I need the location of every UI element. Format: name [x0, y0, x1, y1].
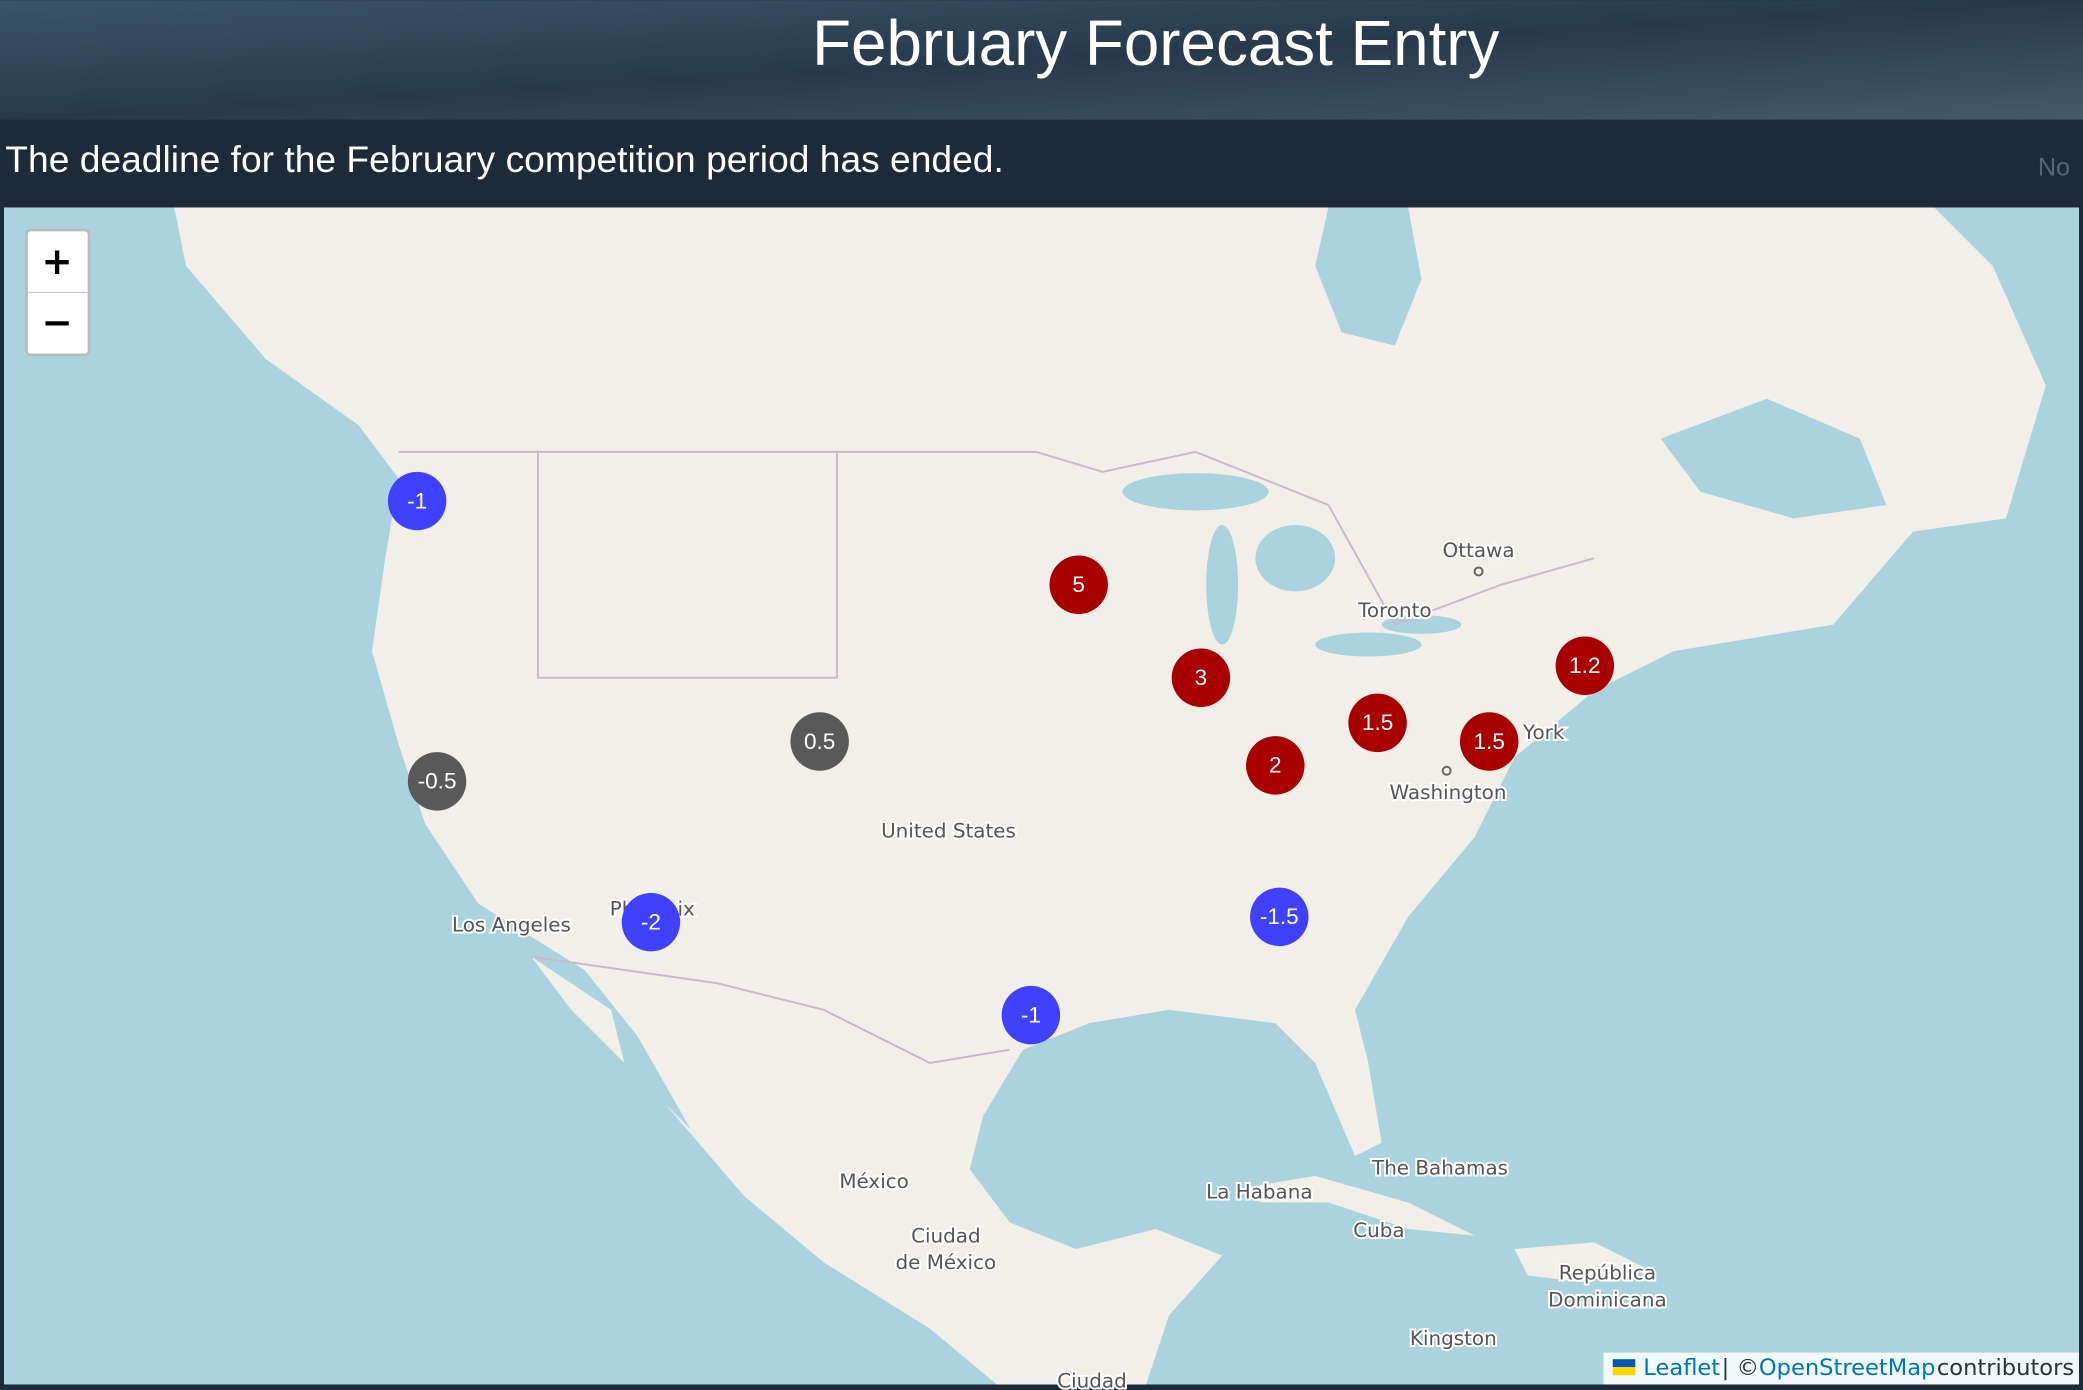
city-dot [1441, 765, 1452, 776]
borders [398, 450, 1595, 1065]
page-title: February Forecast Entry [812, 7, 1499, 79]
city-dot [1473, 566, 1484, 577]
place-label: Kingston [1410, 1327, 1497, 1350]
border [531, 955, 1010, 1065]
cuba [1235, 1175, 1475, 1236]
land [174, 207, 2046, 1385]
forecast-marker[interactable] [1001, 985, 1061, 1045]
place-label: The Bahamas [1371, 1157, 1508, 1180]
leaflet-link[interactable]: Leaflet [1643, 1355, 1720, 1381]
flag [1612, 1359, 1636, 1368]
forecast-marker[interactable] [621, 892, 681, 952]
marker-label: -0.5 [418, 769, 457, 794]
place-label: United States [881, 819, 1016, 842]
attribution-sep: | © [1722, 1355, 1759, 1381]
place-label: Washington [1390, 781, 1507, 804]
lake [1381, 615, 1462, 634]
header-bg [0, 0, 2083, 120]
place-label: de México [895, 1251, 996, 1274]
forecast-marker[interactable] [790, 712, 849, 771]
place-label: La Habana [1206, 1181, 1312, 1204]
marker-label: -1 [1021, 1002, 1041, 1027]
place-label: Ciudad [1057, 1369, 1127, 1390]
map[interactable]: Ottawa Toronto York Washington United States… [3, 199, 2080, 1390]
marker-label: -1.5 [1260, 904, 1299, 929]
forecast-marker[interactable] [1250, 887, 1309, 947]
place-label: México [839, 1170, 909, 1193]
place-label: Ciudad [911, 1225, 981, 1248]
attribution-suffix: contributors [1937, 1355, 2074, 1381]
forecast-marker[interactable] [407, 752, 467, 811]
forecast-marker[interactable] [1049, 555, 1108, 614]
notice-side: No [2038, 154, 2070, 182]
marker-label: 1.5 [1473, 729, 1504, 754]
lake [1315, 632, 1422, 657]
zoom-out[interactable]: − [42, 300, 73, 344]
lake [1206, 524, 1239, 645]
osm-link[interactable]: OpenStreetMap [1759, 1355, 1936, 1381]
border [537, 451, 838, 679]
notice-bar [0, 119, 2083, 208]
flag [1612, 1367, 1636, 1376]
marker-label: -2 [641, 909, 661, 934]
lake [1255, 524, 1336, 592]
attribution-bg [1603, 1352, 2080, 1385]
marker-label: 3 [1195, 665, 1208, 690]
marker-label: -1 [407, 488, 427, 513]
forecast-marker[interactable] [1555, 636, 1615, 695]
marker-label: 1.5 [1362, 710, 1393, 735]
place-label: Ottawa [1443, 539, 1515, 562]
place-label: Los Angeles [452, 914, 571, 937]
marker-label: 5 [1072, 572, 1085, 597]
forecast-marker[interactable] [1459, 712, 1519, 771]
hudson-bay [1315, 207, 1422, 346]
forecast-marker[interactable] [387, 471, 447, 531]
marker-label: 1.2 [1569, 653, 1600, 678]
place-label: Cuba [1353, 1219, 1404, 1242]
st-lawrence [1660, 398, 1887, 519]
forecast-marker[interactable] [1246, 736, 1305, 795]
notice-text: The deadline for the February competitio… [5, 138, 1004, 180]
place-label: ix [678, 898, 696, 921]
place-label: Toronto [1357, 599, 1431, 622]
place-label: República [1559, 1262, 1656, 1285]
hispaniola [1514, 1242, 1648, 1283]
place-label: Dominicana [1548, 1288, 1667, 1311]
zoom-in[interactable]: + [42, 239, 73, 283]
forecast-marker[interactable] [1348, 693, 1407, 753]
lake [1122, 473, 1269, 511]
marker-label: 0.5 [804, 729, 835, 754]
forecast-marker[interactable] [1171, 648, 1231, 707]
marker-label: 2 [1269, 753, 1282, 778]
border [398, 450, 1595, 626]
place-label: York [1522, 721, 1565, 744]
